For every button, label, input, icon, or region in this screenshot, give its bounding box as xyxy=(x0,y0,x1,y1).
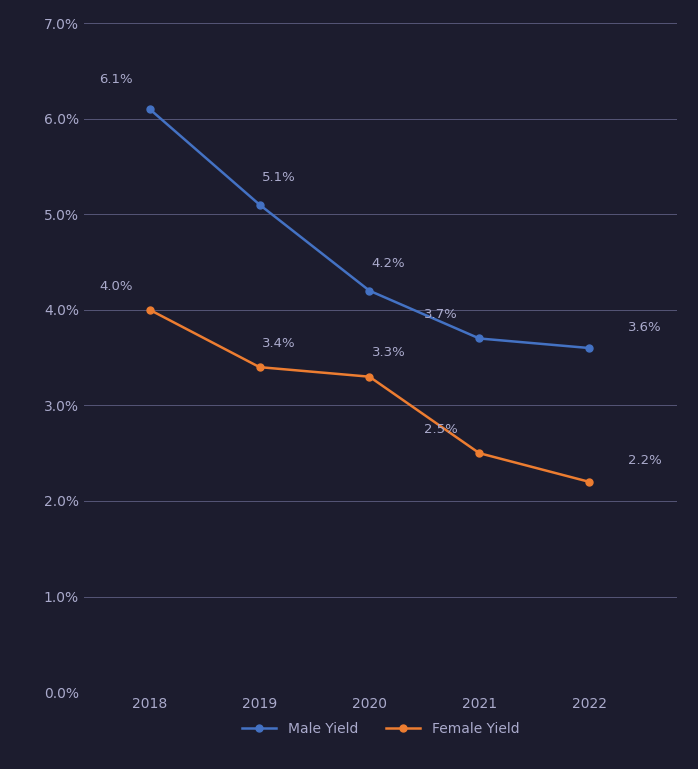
Text: 2.2%: 2.2% xyxy=(628,454,662,468)
Male Yield xyxy=(365,286,373,295)
Text: 3.7%: 3.7% xyxy=(424,308,458,321)
Female Yield xyxy=(365,372,373,381)
Text: 5.1%: 5.1% xyxy=(262,171,295,184)
Male Yield xyxy=(475,334,484,343)
Female Yield xyxy=(255,362,264,371)
Female Yield xyxy=(475,448,484,458)
Male Yield xyxy=(255,200,264,209)
Text: 2.5%: 2.5% xyxy=(424,423,458,436)
Male Yield xyxy=(145,105,154,114)
Text: 3.6%: 3.6% xyxy=(628,321,661,334)
Female Yield xyxy=(145,305,154,315)
Male Yield xyxy=(585,344,593,353)
Legend: Male Yield, Female Yield: Male Yield, Female Yield xyxy=(236,717,525,742)
Text: 6.1%: 6.1% xyxy=(100,73,133,86)
Line: Female Yield: Female Yield xyxy=(146,306,593,485)
Text: 4.2%: 4.2% xyxy=(371,257,406,270)
Text: 3.4%: 3.4% xyxy=(262,337,295,350)
Text: 4.0%: 4.0% xyxy=(100,280,133,292)
Line: Male Yield: Male Yield xyxy=(146,105,593,351)
Female Yield xyxy=(585,478,593,487)
Text: 3.3%: 3.3% xyxy=(371,347,406,359)
